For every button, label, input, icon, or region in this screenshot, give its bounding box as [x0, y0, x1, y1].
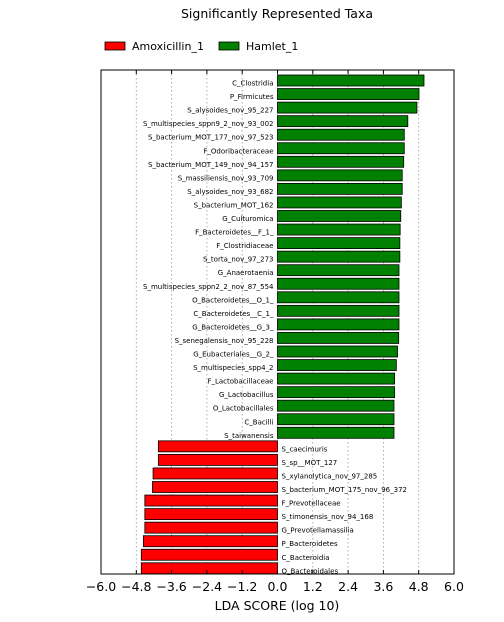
bar-label: S_alysoides_nov_95_227 [187, 107, 273, 115]
chart-title: Significantly Represented Taxa [181, 6, 373, 21]
x-tick-label: 2.4 [338, 579, 358, 594]
bar-label: F_Lactobacillaceae [207, 378, 273, 386]
bar-p-bacteroidetes [142, 535, 278, 548]
legend-swatch-hamlet [218, 41, 240, 51]
bar-label: G_Culturomica [222, 215, 273, 223]
legend-swatch-amoxicillin [104, 41, 126, 51]
bar-label: C_Clostridia [232, 80, 273, 88]
bar-label: S_bacterium_MOT_175_nov_96_372 [282, 486, 407, 494]
bar-label: S_caecimuris [282, 445, 328, 453]
bar-label: O_Bacteroidales [282, 567, 339, 575]
bar-o-lactobacillales [277, 399, 395, 412]
bar-label: F_Bacteroidetes__F_1_ [195, 229, 274, 237]
bar-s-torta-nov-97-273 [277, 250, 401, 263]
bar-label: S_bacterium_MOT_162 [194, 201, 274, 209]
bar-s-bacterium-mot-177-nov-97-523 [277, 128, 405, 141]
x-ticks: −6.0 −4.8 −3.6 −2.4 −1.2 0.0 1.2 2.4 3.6 4.8 6.0 [86, 70, 464, 594]
bar-label: P_Firmicutes [230, 93, 274, 101]
bar-g-prevotellamassilia [144, 521, 278, 534]
bar-s-bacterium-mot-149-nov-94-157 [277, 155, 405, 168]
bar-f-prevotellaceae [144, 494, 278, 507]
x-axis-label: LDA SCORE (log 10) [215, 598, 340, 613]
bar-label: S_alysoides_nov_93_682 [187, 188, 273, 196]
bar-s-taiwanensis [277, 426, 395, 439]
bar-s-xylanolytica-nov-97-285 [152, 467, 278, 480]
bar-g-bacteroidetes-g-3 [277, 318, 400, 331]
bar-g-eubacteriales-g-2 [277, 345, 398, 358]
bar-s-bacterium-mot-175-nov-96-372 [152, 481, 278, 493]
bar-label: C_Bacteroidia [282, 554, 330, 562]
legend-label-amoxicillin: Amoxicillin_1 [132, 40, 204, 53]
legend: Amoxicillin_1 Hamlet_1 [104, 40, 298, 53]
bar-label: S_multispecies_sppn9_2_nov_93_002 [143, 120, 273, 128]
bar-s-caecimuris [157, 440, 278, 453]
bar-label: G_Eubacteriales__G_2_ [193, 351, 274, 359]
bar-p-firmicutes [277, 88, 420, 100]
bar-s-multispecies-sppn9-2-nov-93-002 [277, 115, 409, 128]
bar-s-alysoides-nov-93-682 [277, 182, 403, 195]
bar-label: O_Lactobacillales [213, 405, 274, 413]
bar-label: C_Bacilli [244, 418, 273, 426]
bar-c-bacteroidia [140, 548, 278, 561]
bar-s-senegalensis-nov-95-228 [277, 332, 400, 344]
bar-c-clostridia [277, 74, 425, 87]
bar-label: G_Bacteroidetes__G_3_ [192, 323, 274, 331]
bar-label: S_multispecies_spp4_2 [193, 364, 273, 372]
bar-labels: C_Clostridia P_Firmicutes S_alysoides_nov_… [143, 80, 407, 576]
bar-label: F_Prevotellaceae [282, 500, 341, 508]
bar-s-bacterium-mot-162 [277, 196, 402, 209]
bar-label: S_senegalensis_nov_95_228 [175, 337, 274, 345]
x-tick-label: 4.8 [409, 579, 429, 594]
bar-s-timonensis-nov-94-168 [144, 508, 278, 521]
bar-g-culturomica [277, 210, 402, 222]
bar-f-odoribacteraceae [277, 142, 405, 155]
bar-label: S_bacterium_MOT_177_nov_97_523 [148, 134, 273, 142]
bar-s-multispecies-spp4-2 [277, 359, 397, 371]
bar-label: F_Clostridiaceae [216, 242, 273, 250]
bar-label: S_xylanolytica_nov_97_285 [282, 472, 378, 480]
bar-c-bacilli [277, 413, 395, 426]
legend-label-hamlet: Hamlet_1 [246, 40, 298, 53]
bars [140, 74, 425, 575]
x-tick-label: −2.4 [192, 579, 222, 594]
x-tick-label: −1.2 [227, 579, 257, 594]
bar-label: G_Anaerotaenia [218, 269, 274, 277]
bar-label: G_Prevotellamassilia [282, 527, 354, 535]
bar-c-bacteroidetes-c-1 [277, 304, 400, 317]
bar-label: S_taiwanensis [224, 432, 274, 440]
bar-f-clostridiaceae [277, 237, 401, 250]
x-tick-label: 6.0 [444, 579, 464, 594]
bar-label: C_Bacteroidetes__C_1_ [193, 310, 274, 318]
bar-label: P_Bacteroidetes [282, 540, 338, 548]
bar-f-lactobacillaceae [277, 372, 395, 385]
bar-s-sp-mot-127 [157, 453, 278, 466]
bar-label: S_torta_nov_97_273 [203, 256, 274, 264]
bar-label: S_massiliensis_nov_93_709 [178, 174, 274, 182]
bar-label: S_timonensis_nov_94_168 [282, 513, 374, 521]
bar-label: G_Lactobacillus [219, 391, 274, 399]
bar-o-bacteroidales [140, 562, 278, 575]
x-tick-label: 0.0 [268, 579, 288, 594]
x-tick-label: −3.6 [156, 579, 186, 594]
bar-label: F_Odoribacteraceae [203, 147, 273, 155]
x-tick-label: 1.2 [303, 579, 323, 594]
x-tick-label: 3.6 [373, 579, 393, 594]
bar-label: O_Bacteroidetes__O_1_ [192, 296, 274, 304]
bar-g-lactobacillus [277, 386, 395, 399]
bar-label: S_bacterium_MOT_149_nov_94_157 [148, 161, 273, 169]
bar-f-bacteroidetes-f-1 [277, 223, 401, 236]
bar-label: S_multispecies_sppn2_2_nov_87_554 [143, 283, 274, 291]
x-tick-label: −4.8 [121, 579, 151, 594]
bar-o-bacteroidetes-o-1 [277, 291, 400, 304]
bar-g-anaerotaenia [277, 264, 400, 277]
bar-label: S_sp__MOT_127 [282, 459, 338, 467]
bar-s-alysoides-nov-95-227 [277, 101, 418, 114]
bar-s-multispecies-sppn2-2-nov-87-554 [277, 277, 400, 290]
x-tick-label: −6.0 [86, 579, 116, 594]
bar-s-massiliensis-nov-93-709 [277, 169, 403, 182]
